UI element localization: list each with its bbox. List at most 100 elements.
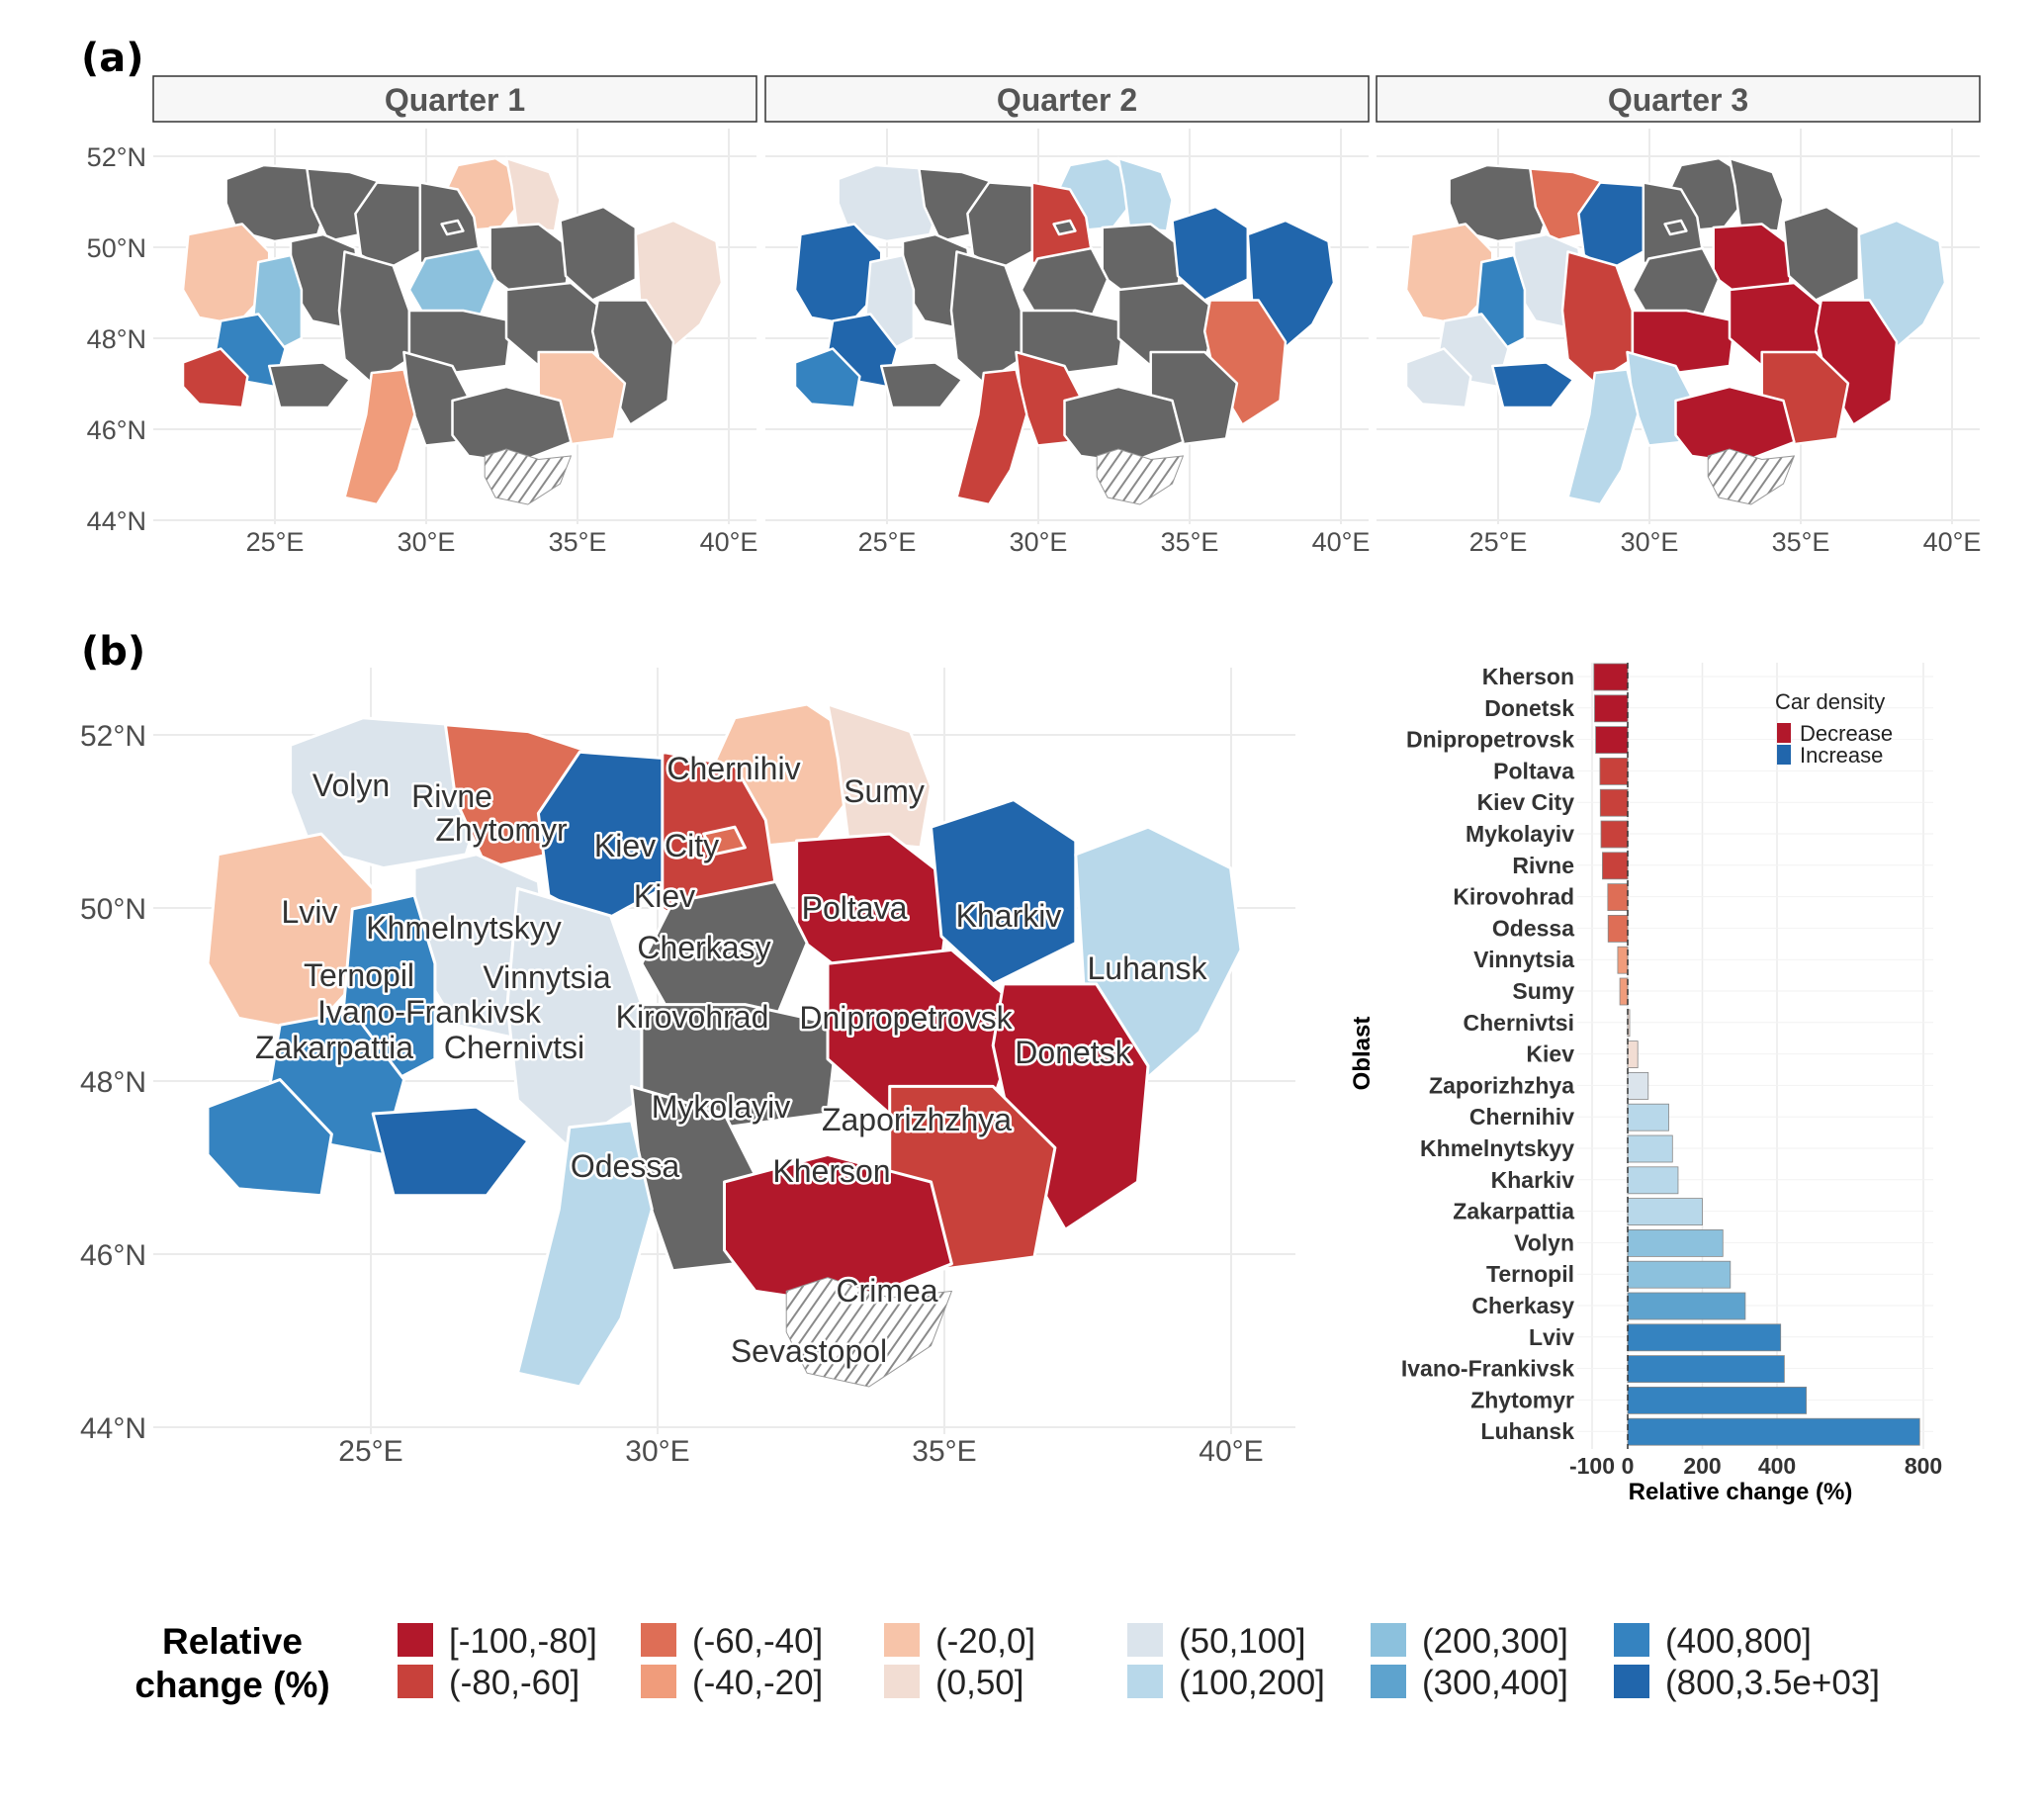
map-label-khmelnytskyy: Khmelnytskyy	[366, 910, 561, 946]
facet-strip-1	[152, 75, 757, 123]
legend-swatch-3	[641, 1665, 676, 1698]
facet-2-xtick: 30°E	[1010, 527, 1068, 557]
panel-b-map: 52°N 50°N 48°N 46°N 44°N 25°E 30°E 35°E 40°E Voly…	[80, 668, 1295, 1468]
panel-b-xtick: 35°E	[912, 1435, 976, 1468]
panel-b-region-sumy	[826, 702, 933, 850]
bar-category-label: Mykolayiv	[1466, 821, 1574, 847]
car-density-swatch-decrease	[1777, 723, 1791, 743]
bar-ternopil	[1627, 1260, 1732, 1289]
bar-kiev	[1627, 1041, 1639, 1068]
panel-b-label: (b)	[81, 629, 145, 675]
bar-y-axis-title: Oblast	[1349, 1017, 1376, 1091]
legend-swatch-10	[1614, 1623, 1649, 1657]
legend-class-label: (100,200]	[1179, 1664, 1325, 1702]
legend-swatch-1	[398, 1665, 433, 1698]
map-label-sumy: Sumy	[844, 773, 925, 809]
panel-b-ytick: 48°N	[80, 1066, 146, 1099]
panel-b-region-zakar	[206, 1078, 333, 1198]
legend-class-label: (400,800]	[1665, 1622, 1812, 1661]
car-density-label-increase: Increase	[1800, 743, 1883, 768]
facet-quarter-1: Quarter 1 25°E 30°E 35°E 40°E	[152, 75, 757, 557]
bar-poltava	[1599, 758, 1629, 785]
facet-3-region-vinnytsia	[1560, 250, 1635, 385]
legend-class-label: (800,3.5e+03]	[1665, 1664, 1880, 1702]
bar-category-label: Kiev City	[1477, 789, 1575, 815]
bar-sumy	[1619, 977, 1629, 1006]
bar-donetsk	[1594, 694, 1629, 723]
facet-1-region-odessa	[343, 368, 416, 506]
map-label-vinnytsia: Vinnytsia	[483, 959, 610, 995]
legend-swatch-5	[884, 1665, 920, 1698]
bar-category-label: Ternopil	[1486, 1261, 1574, 1287]
map-label-kiev-city: Kiev City	[594, 828, 719, 863]
bar-rivne	[1602, 852, 1629, 880]
panel-b-region-cherniv	[371, 1105, 530, 1198]
legend-class-label: (-60,-40]	[692, 1622, 823, 1661]
facet-title-3: Quarter 3	[1608, 82, 1748, 118]
bar-category-label: Odessa	[1492, 915, 1574, 941]
facet-1-region-lviv	[181, 223, 271, 326]
panel-a-ytick: 46°N	[87, 415, 146, 445]
panel-b-xtick: 30°E	[625, 1435, 689, 1468]
bar-category-label: Dnipropetrovsk	[1406, 727, 1574, 753]
facet-2-region-zakar	[793, 347, 861, 409]
facet-2-region-lviv	[793, 223, 883, 326]
facet-quarter-2: Quarter 2 25°E 30°E 35°E 40°E	[764, 75, 1370, 557]
bar-xtick: -100	[1569, 1453, 1615, 1479]
panel-b-ytick: 52°N	[80, 720, 146, 753]
facet-title-1: Quarter 1	[385, 82, 525, 118]
bar-category-label: Cherkasy	[1471, 1293, 1574, 1318]
bar-category-label: Donetsk	[1484, 695, 1574, 721]
bar-kherson	[1593, 663, 1629, 691]
map-label-kharkiv: Kharkiv	[956, 898, 1062, 934]
bar-category-label: Poltava	[1493, 758, 1574, 783]
facet-1-region-cherniv	[267, 361, 352, 409]
panel-a-ytick: 50°N	[87, 233, 146, 263]
car-density-swatch-increase	[1777, 745, 1791, 765]
bar-category-label: Sumy	[1512, 978, 1574, 1004]
legend-class-label: (300,400]	[1422, 1664, 1568, 1702]
bar-category-label: Zakarpattia	[1453, 1199, 1574, 1224]
bar-category-label: Zaporizhzhya	[1429, 1072, 1574, 1098]
panel-a-label: (a)	[81, 36, 144, 81]
bar-category-label: Zhytomyr	[1470, 1387, 1574, 1412]
bar-lviv	[1627, 1323, 1782, 1352]
panel-b-ytick: 44°N	[80, 1412, 146, 1445]
facet-2-region-odessa	[955, 368, 1028, 506]
bar-zaporizhzhya	[1627, 1072, 1649, 1100]
bar-chernihiv	[1627, 1103, 1669, 1131]
panel-a-ytick: 48°N	[87, 324, 146, 354]
map-label-donetsk: Donetsk	[1015, 1035, 1131, 1070]
legend-swatch-0	[398, 1623, 433, 1657]
map-label-sevastopol: Sevastopol	[731, 1333, 887, 1369]
facet-3-xtick: 35°E	[1772, 527, 1830, 557]
legend-swatch-8	[1371, 1623, 1406, 1657]
bar-khmelnytskyy	[1627, 1134, 1673, 1163]
map-label-mykolayiv: Mykolayiv	[652, 1089, 790, 1125]
bar-category-label: Volyn	[1514, 1229, 1574, 1255]
facet-3-region-kharkiv	[1782, 205, 1861, 302]
map-label-kiev: Kiev	[634, 878, 695, 914]
bar-dnipropetrovsk	[1595, 726, 1629, 754]
legend-class-label: [-100,-80]	[449, 1622, 597, 1661]
panel-b-xtick: 25°E	[338, 1435, 402, 1468]
facet-1-region-kievcity	[440, 219, 465, 236]
panel-a: Quarter 1 25°E 30°E 35°E 40°E Quarter 2 25°E 30…	[87, 75, 1982, 557]
facet-1-region-zakar	[181, 347, 249, 409]
map-label-odessa: Odessa	[571, 1148, 679, 1184]
facet-3-region-sumy	[1728, 156, 1785, 232]
map-label-ivano-frankivsk: Ivano-Frankivsk	[317, 994, 542, 1030]
facet-3-xtick: 40°E	[1923, 527, 1982, 557]
panel-b-region-kherson	[723, 1152, 953, 1307]
panel-b-region-kievcity	[702, 825, 747, 857]
bar-xtick: 0	[1622, 1453, 1635, 1479]
map-label-kirovohrad: Kirovohrad	[616, 999, 769, 1035]
bar-luhansk	[1627, 1417, 1920, 1446]
map-label-zhytomyr: Zhytomyr	[435, 812, 568, 848]
bar-category-label: Khmelnytskyy	[1420, 1135, 1574, 1161]
map-label-rivne: Rivne	[411, 778, 492, 814]
bar-category-label: Kirovohrad	[1453, 884, 1574, 910]
bar-x-axis-title: Relative change (%)	[1629, 1479, 1853, 1505]
